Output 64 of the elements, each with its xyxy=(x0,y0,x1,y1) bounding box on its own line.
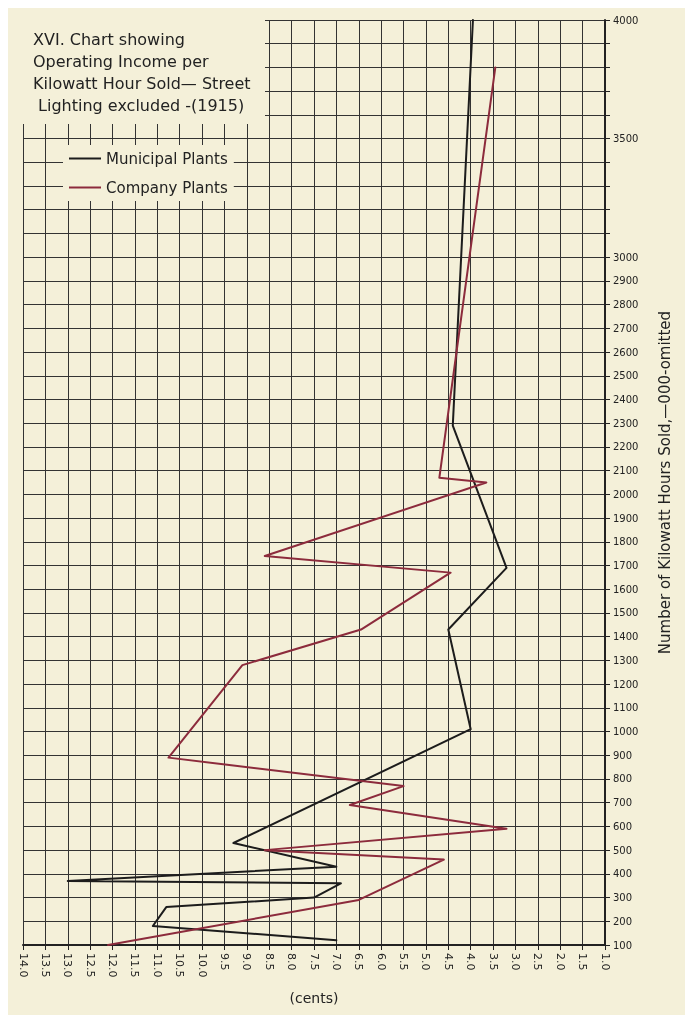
x-tick-label: 10.0 xyxy=(195,953,209,978)
x-tick-label: 10.5 xyxy=(173,953,187,978)
y-tick-label: 900 xyxy=(613,749,633,761)
y-tick-label: 300 xyxy=(613,892,633,904)
y-tick-label: 2600 xyxy=(613,346,639,358)
y-tick-label: 500 xyxy=(613,844,633,856)
y-tick-label: 1500 xyxy=(613,607,639,619)
y-tick-label: 3500 xyxy=(613,133,639,145)
y-tick-label: 800 xyxy=(613,773,633,785)
y-tick-label: 1400 xyxy=(613,631,639,643)
y-tick-label: 2500 xyxy=(613,370,639,382)
y-tick-label: 2100 xyxy=(613,465,639,477)
x-axis-title: (cents) xyxy=(289,990,339,1006)
x-tick-label: 3.0 xyxy=(508,953,522,971)
y-tick-label: 2700 xyxy=(613,322,639,334)
y-tick-label: 1200 xyxy=(613,678,639,690)
x-tick-label: 6.0 xyxy=(374,953,388,971)
x-tick-label: 9.0 xyxy=(240,953,254,971)
y-tick-label: 2200 xyxy=(613,441,639,453)
y-tick-label: 2800 xyxy=(613,299,639,311)
y-tick-label: 1300 xyxy=(613,654,639,666)
y-tick-label: 700 xyxy=(613,797,633,809)
x-tick-label: 3.5 xyxy=(486,953,500,971)
y-tick-label: 1700 xyxy=(613,560,639,572)
y-tick-label: 1800 xyxy=(613,536,639,548)
x-tick-label: 11.0 xyxy=(150,953,164,978)
x-tick-label: 9.5 xyxy=(217,953,231,971)
y-tick-label: 1000 xyxy=(613,726,639,738)
x-tick-label: 11.5 xyxy=(128,953,142,978)
x-tick-label: 8.5 xyxy=(262,953,276,971)
x-tick-label: 5.5 xyxy=(397,953,411,971)
x-tick-label: 13.5 xyxy=(38,953,52,978)
y-tick-label: 2900 xyxy=(613,275,639,287)
x-tick-label: 1.5 xyxy=(576,953,590,971)
y-tick-label: 200 xyxy=(613,915,633,927)
x-tick-label: 2.5 xyxy=(531,953,545,971)
x-tick-label: 5.0 xyxy=(419,953,433,971)
legend-label: Municipal Plants xyxy=(106,149,228,168)
y-tick-label: 1600 xyxy=(613,583,639,595)
y-axis-title: Number of Kilowatt Hours Sold,—000-omitted xyxy=(655,310,674,655)
y-tick-label: 1100 xyxy=(613,702,639,714)
x-tick-label: 14.0 xyxy=(16,953,30,978)
x-tick-label: 4.0 xyxy=(464,953,478,971)
y-tick-label: 2400 xyxy=(613,393,639,405)
y-tick-label: 600 xyxy=(613,820,633,832)
x-tick-label: 7.0 xyxy=(329,953,343,971)
x-tick-label: 6.5 xyxy=(352,953,366,971)
y-tick-label: 1900 xyxy=(613,512,639,524)
x-tick-label: 8.0 xyxy=(285,953,299,971)
x-tick-label: 1.0 xyxy=(598,953,612,971)
y-tick-label: 2000 xyxy=(613,488,639,500)
legend-label: Company Plants xyxy=(106,178,228,197)
text: XVI. Chart showing Operating Income per Kilowatt Hour Sold— Street Lighting excluded -(1915) xyxy=(33,29,251,115)
y-tick-label: 4000 xyxy=(613,14,639,26)
x-tick-label: 12.5 xyxy=(83,953,97,978)
x-tick-label: 2.0 xyxy=(553,953,567,971)
y-tick-label: 2300 xyxy=(613,417,639,429)
x-tick-label: 13.0 xyxy=(61,953,75,978)
x-tick-label: 7.5 xyxy=(307,953,321,971)
x-tick-label: 12.0 xyxy=(106,953,120,978)
x-tick-label: 4.5 xyxy=(441,953,455,971)
y-tick-label: 100 xyxy=(613,939,633,951)
y-tick-label: 3000 xyxy=(613,251,639,263)
y-tick-label: 400 xyxy=(613,868,633,880)
